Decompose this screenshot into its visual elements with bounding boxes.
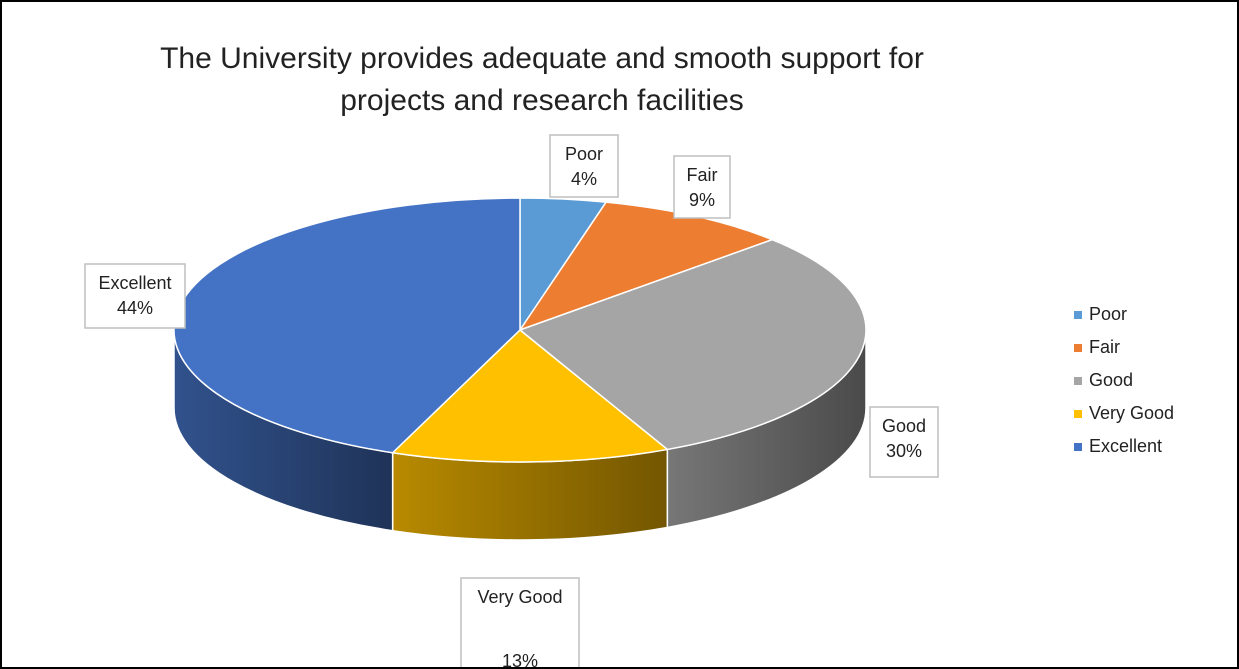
data-label-very-good: Very Good 13% [460, 577, 580, 667]
legend-label: Good [1089, 370, 1134, 390]
legend-swatch [1074, 310, 1082, 319]
data-label-category: Fair [687, 165, 718, 185]
data-label-box [84, 263, 186, 329]
legend-item-very-good: Very Good [1074, 397, 1174, 430]
data-label-value: 9% [689, 190, 715, 210]
pie-slice-very-good [391, 328, 670, 463]
data-label-poor: Poor 4% [549, 134, 619, 198]
data-label-box [673, 155, 731, 219]
legend-label: Fair [1089, 337, 1120, 357]
legend-item-fair: Fair [1074, 331, 1174, 364]
legend-item-good: Good [1074, 364, 1174, 397]
data-label-category: Very Good [477, 587, 562, 607]
data-label-box [549, 134, 619, 198]
data-label-box [460, 577, 580, 667]
chart-title: The University provides adequate and smo… [160, 42, 924, 117]
legend-swatch [1074, 442, 1082, 451]
data-label-value: 13% [502, 651, 538, 667]
data-label-excellent: Excellent 44% [84, 263, 186, 329]
data-label-category: Good [882, 416, 926, 436]
legend-item-poor: Poor [1074, 298, 1174, 331]
data-label-fair: Fair 9% [673, 155, 731, 219]
legend-label: Excellent [1089, 436, 1163, 456]
legend-swatch [1074, 343, 1082, 352]
legend-item-excellent: Excellent [1074, 430, 1174, 463]
legend-swatch [1074, 376, 1082, 385]
data-label-good: Good 30% [869, 406, 939, 478]
data-label-box [869, 406, 939, 478]
pie-side-very-good [391, 448, 669, 541]
legend-swatch [1074, 409, 1082, 418]
data-label-value: 30% [886, 441, 922, 461]
legend-label: Poor [1089, 304, 1128, 324]
pie-slice-good [518, 238, 867, 451]
chart-legend: Poor Fair Good Very Good Excellent [1074, 298, 1174, 463]
legend-label: Very Good [1089, 403, 1175, 423]
data-label-value: 44% [117, 298, 153, 318]
data-label-category: Poor [565, 144, 603, 164]
data-label-value: 4% [571, 169, 597, 189]
data-label-category: Excellent [98, 273, 171, 293]
